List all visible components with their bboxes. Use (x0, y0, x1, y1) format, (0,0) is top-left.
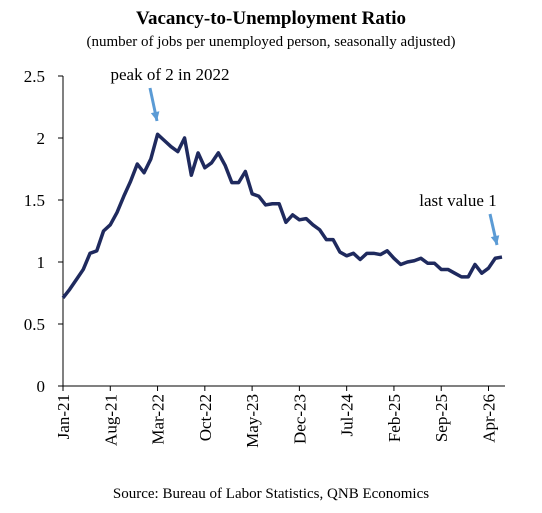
annotation: last value 1 (419, 191, 496, 210)
x-tick-label: Apr-26 (479, 394, 498, 443)
x-tick-label: Aug-21 (101, 394, 120, 446)
annotation-arrowhead (150, 111, 160, 121)
y-tick-label: 1.5 (24, 191, 45, 210)
chart-subtitle: (number of jobs per unemployed person, s… (86, 34, 455, 50)
x-tick-label: Feb-25 (385, 394, 404, 442)
data-line (61, 132, 503, 300)
y-tick-label: 2.5 (24, 67, 45, 86)
x-tick-label: Dec-23 (290, 394, 309, 444)
x-tick-label: Mar-22 (149, 394, 168, 445)
source-note: Source: Bureau of Labor Statistics, QNB … (113, 486, 429, 502)
y-tick-label: 0 (37, 377, 46, 396)
x-tick-label: Oct-22 (196, 394, 215, 441)
y-tick-label: 0.5 (24, 315, 45, 334)
y-tick-label: 1 (37, 253, 46, 272)
x-tick-label: Jan-21 (54, 394, 73, 439)
chart-title: Vacancy-to-Unemployment Ratio (136, 8, 406, 29)
x-tick-label: May-23 (243, 394, 262, 448)
annotation-arrowhead (490, 235, 500, 245)
x-tick-label: Jul-24 (338, 394, 357, 437)
annotation: peak of 2 in 2022 (111, 65, 230, 84)
y-tick-label: 2 (37, 129, 46, 148)
x-tick-label: Sep-25 (432, 394, 451, 442)
